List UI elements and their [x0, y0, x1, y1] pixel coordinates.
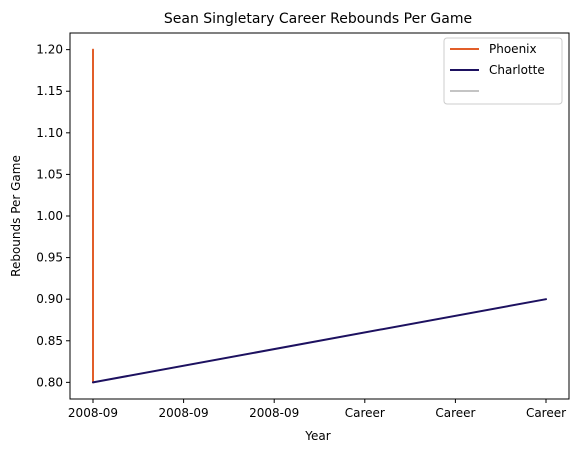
x-tick-label: 2008-09 — [68, 406, 118, 420]
x-tick-label: Career — [345, 406, 385, 420]
y-tick-label: 0.85 — [36, 334, 63, 348]
legend: Phoenix Charlotte — [443, 37, 563, 105]
x-axis-label: Year — [304, 429, 330, 443]
y-tick-label: 1.10 — [36, 126, 63, 140]
y-axis: 0.80 0.85 0.90 0.95 1.00 1.05 1.10 1.15 1.20 — [36, 43, 70, 389]
y-tick-label: 1.00 — [36, 209, 63, 223]
y-tick-label: 1.15 — [36, 84, 63, 98]
series-line-charlotte — [92, 298, 547, 384]
y-tick-label: 0.90 — [36, 292, 63, 306]
x-axis: 2008-09 2008-09 2008-09 Career Career Career — [68, 399, 566, 420]
legend-label: Phoenix — [489, 42, 537, 56]
legend-label: Charlotte — [489, 63, 545, 77]
y-tick-label: 1.20 — [36, 43, 63, 57]
y-tick-label: 0.80 — [36, 375, 63, 389]
legend-box — [443, 37, 563, 105]
y-axis-label: Rebounds Per Game — [9, 155, 23, 277]
y-tick-label: 0.95 — [36, 251, 63, 265]
x-tick-label: 2008-09 — [159, 406, 209, 420]
x-tick-label: 2008-09 — [249, 406, 299, 420]
x-tick-label: Career — [435, 406, 475, 420]
y-tick-label: 1.05 — [36, 167, 63, 181]
plot-area — [92, 48, 547, 384]
chart-title: Sean Singletary Career Rebounds Per Game — [164, 11, 472, 27]
x-tick-label: Career — [526, 406, 566, 420]
